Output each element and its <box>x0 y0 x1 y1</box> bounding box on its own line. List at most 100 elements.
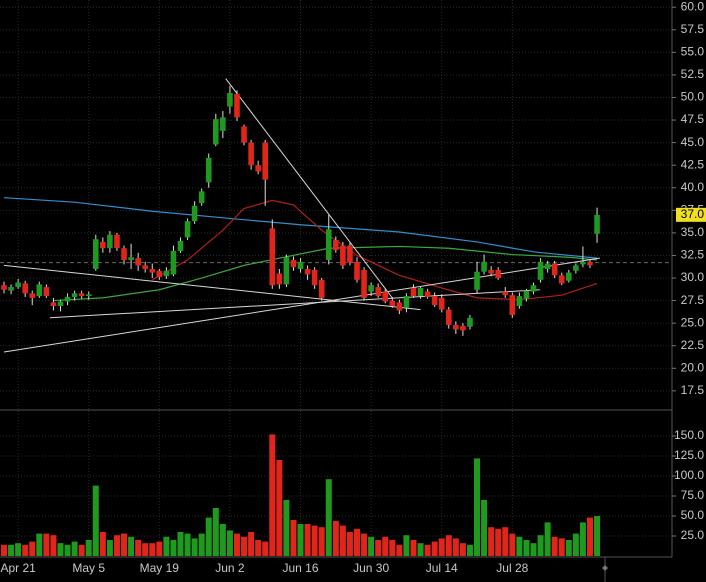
candle-body <box>142 265 148 269</box>
candle-body <box>382 291 389 302</box>
candle-body <box>85 294 92 297</box>
volume-bar <box>558 538 565 556</box>
candle-body <box>15 282 21 288</box>
candle-body <box>248 142 254 166</box>
candle-body <box>361 269 367 298</box>
candle-body <box>467 317 473 327</box>
y-tick-label: 52.5 <box>681 67 705 81</box>
y-tick-label: 55.0 <box>681 45 705 59</box>
x-tick-label: Jun 16 <box>283 561 319 575</box>
candle-body <box>474 271 480 290</box>
x-tick-label: Jun 30 <box>353 561 389 575</box>
candle-body <box>36 284 43 297</box>
y-tick-label: 20.0 <box>681 360 705 374</box>
volume-tick-label: 75.0 <box>681 488 705 502</box>
trend-line <box>3 264 421 311</box>
candle-body <box>389 300 396 306</box>
candle-body <box>304 268 311 275</box>
candle-body <box>403 296 410 308</box>
volume-bar <box>516 536 523 556</box>
volume-tick-label: 25.0 <box>681 528 705 542</box>
candle-body <box>417 287 424 297</box>
candle-body <box>170 250 177 275</box>
volume-bar <box>212 508 219 556</box>
volume-bar <box>226 530 233 556</box>
candle-body <box>283 257 290 285</box>
volume-tick-label: 50.0 <box>681 508 705 522</box>
candle-body <box>100 241 106 249</box>
volume-bar <box>502 527 509 556</box>
trend-line <box>49 289 540 319</box>
candle-body <box>213 119 219 145</box>
volume-bar <box>509 533 516 556</box>
volume-bar <box>1 544 7 556</box>
candle-body <box>375 287 381 297</box>
candle-body <box>276 273 283 285</box>
candle-body <box>438 297 445 310</box>
volume-bar <box>113 535 120 556</box>
candle-body <box>573 265 579 271</box>
volume-bar <box>459 543 466 556</box>
volume-bar <box>8 544 15 556</box>
volume-bar <box>191 538 198 556</box>
volume-tick-label: 100.0 <box>674 468 704 482</box>
candle-body <box>410 287 417 297</box>
volume-bar <box>565 540 572 556</box>
candle-body <box>64 296 71 302</box>
volume-bar <box>594 516 601 556</box>
y-tick-label: 50.0 <box>681 90 705 104</box>
y-tick-label: 25.0 <box>681 315 705 329</box>
volume-bar <box>241 536 248 556</box>
volume-bar <box>269 434 276 556</box>
volume-bar <box>488 527 495 556</box>
candle-body <box>198 191 205 204</box>
candle-body <box>325 229 332 260</box>
volume-bar <box>219 524 226 556</box>
volume-bar <box>135 540 142 556</box>
volume-bar <box>481 500 488 556</box>
candle-body <box>220 117 226 131</box>
candle-body <box>8 287 14 291</box>
candle-body <box>509 295 516 316</box>
last-price-label: 37.0 <box>681 207 705 221</box>
volume-bar <box>311 525 318 556</box>
candle-body <box>114 234 120 249</box>
volume-bar <box>198 533 205 556</box>
volume-bar <box>22 544 29 556</box>
volume-bar <box>332 520 339 556</box>
volume-bar <box>438 538 445 556</box>
volume-bar <box>15 543 22 556</box>
candle-body <box>594 214 600 234</box>
x-tick-label: May 5 <box>72 561 105 575</box>
candle-body <box>128 257 134 260</box>
scroll-handle[interactable] <box>602 565 608 571</box>
volume-bar <box>184 533 191 556</box>
candle-body <box>587 261 593 266</box>
candle-body <box>566 272 572 281</box>
candle-body <box>340 245 346 266</box>
volume-bar <box>78 544 85 556</box>
candle-body <box>368 285 374 292</box>
candle-body <box>107 234 113 249</box>
volume-bar <box>64 544 71 556</box>
volume-bar <box>290 520 297 556</box>
volume-bar <box>346 532 353 556</box>
candle-body <box>262 142 269 180</box>
volume-bar <box>205 517 212 556</box>
volume-bar <box>106 540 113 556</box>
candle-body <box>354 261 360 280</box>
volume-bar <box>452 538 459 556</box>
candle-body <box>347 245 353 263</box>
candle-body <box>481 261 487 272</box>
volume-bar <box>579 522 586 556</box>
y-tick-label: 47.5 <box>681 112 705 126</box>
candle-body <box>558 275 565 284</box>
volume-bar <box>283 500 290 556</box>
candle-body <box>431 296 438 306</box>
volume-bar <box>276 460 283 556</box>
volume-bar <box>410 540 417 556</box>
candle-body <box>57 301 64 306</box>
